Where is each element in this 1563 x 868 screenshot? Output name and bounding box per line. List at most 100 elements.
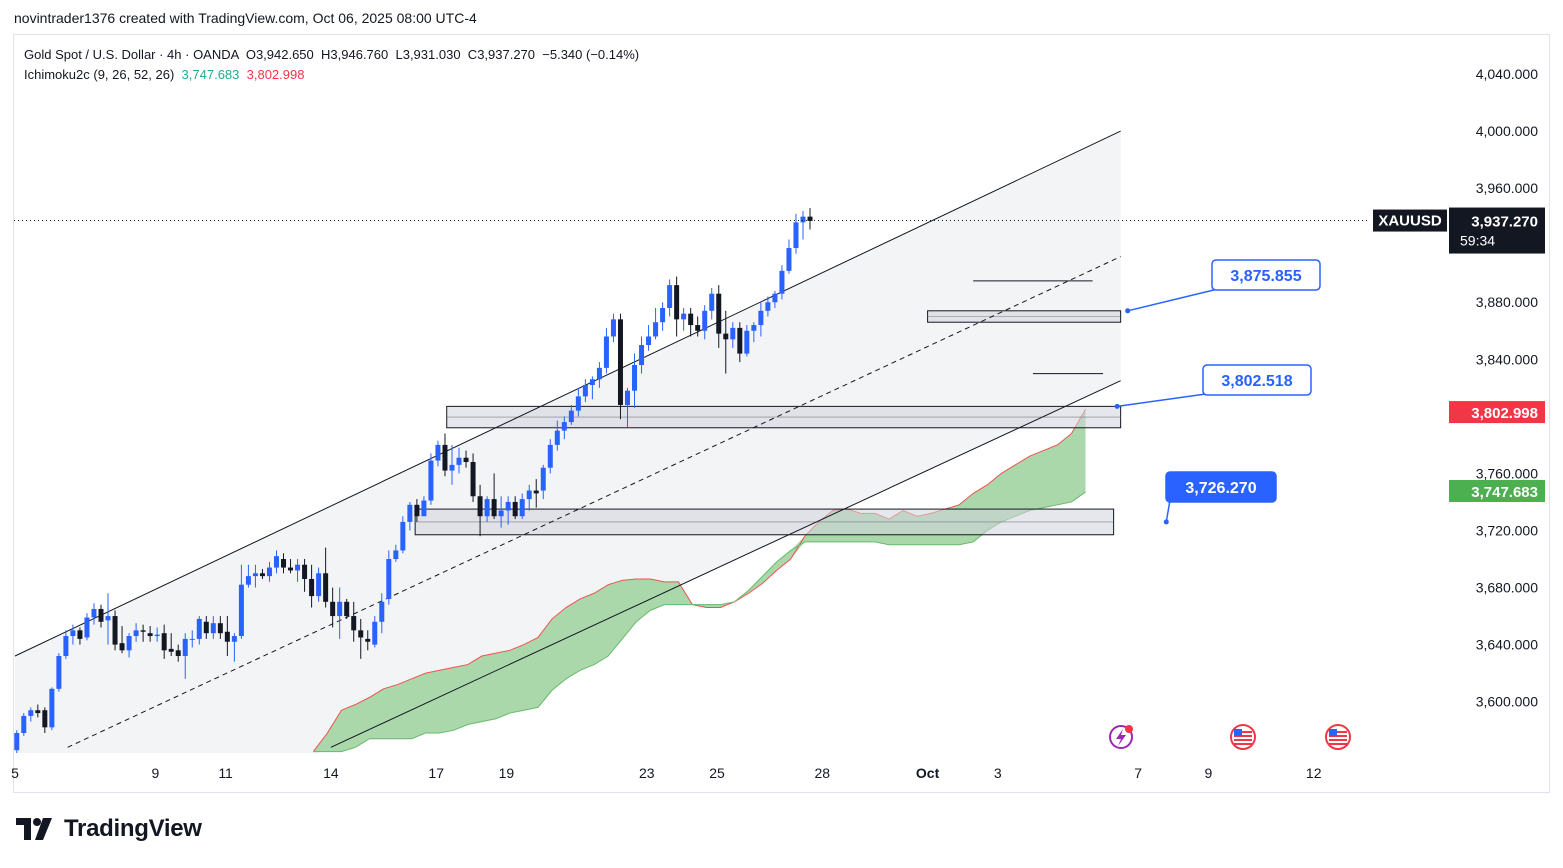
callout-box[interactable] — [1211, 259, 1321, 291]
candle-body — [70, 630, 76, 637]
callout-label: 3,875.855 — [1230, 268, 1301, 285]
candle — [56, 653, 62, 692]
candle — [84, 613, 90, 641]
low-value: 3,931.030 — [402, 47, 461, 62]
candle — [540, 464, 546, 500]
lightning-bolt — [1116, 729, 1126, 746]
x-tick-label: 7 — [1134, 765, 1142, 781]
candle-body — [386, 559, 392, 599]
us-flag-event-icon[interactable] — [1325, 724, 1351, 750]
candle-body — [730, 327, 736, 340]
symbol-tag-box[interactable] — [1373, 209, 1447, 232]
tradingview-logo[interactable]: TradingView — [16, 815, 202, 843]
candle-body — [540, 467, 546, 491]
high-value: 3,946.760 — [330, 47, 389, 62]
candle-body — [259, 573, 265, 577]
y-tick-label: 3,600.000 — [1476, 694, 1538, 710]
callout-box[interactable] — [1165, 471, 1277, 503]
indicator-tag-box-2[interactable] — [1449, 479, 1545, 502]
candle — [716, 285, 722, 348]
callout-box[interactable] — [1202, 364, 1312, 396]
candle — [140, 624, 146, 642]
candle — [189, 630, 195, 648]
candle — [14, 730, 20, 753]
candle — [660, 302, 666, 331]
candle-body — [133, 630, 139, 637]
candle-body — [575, 396, 581, 411]
chart-legend: Gold Spot / U.S. Dollar · 4h · OANDA O3,… — [24, 45, 639, 85]
candle-body — [477, 496, 483, 517]
price-callout-1[interactable]: 3,875.855 — [1125, 259, 1321, 314]
candle — [393, 544, 399, 562]
candle — [365, 630, 371, 651]
price-callout-3[interactable]: 3,726.270 — [1163, 471, 1277, 525]
candle-body — [610, 319, 616, 337]
price-callout-2[interactable]: 3,802.518 — [1114, 364, 1312, 409]
candle-body — [716, 293, 722, 334]
us-flag-event-icon[interactable] — [1230, 724, 1256, 750]
candle-body — [667, 285, 673, 308]
candle-body — [561, 422, 567, 431]
candle-body — [161, 633, 167, 651]
x-tick-label: 14 — [323, 765, 339, 781]
candle — [245, 564, 251, 588]
candle-body — [568, 410, 574, 423]
y-tick-label: 4,040.000 — [1476, 66, 1538, 82]
candle — [435, 440, 441, 467]
candle — [484, 496, 490, 522]
candle — [596, 362, 602, 388]
candle-body — [49, 688, 55, 728]
candle-body — [519, 499, 525, 517]
candle-body — [119, 643, 125, 651]
candle-body — [688, 313, 694, 326]
candle-body — [56, 656, 62, 689]
candle-body — [252, 573, 258, 577]
candle — [35, 704, 41, 718]
candle — [358, 618, 364, 659]
candle — [414, 499, 420, 522]
candle — [505, 496, 511, 525]
candle — [449, 444, 455, 485]
support-resistance-zones[interactable] — [414, 310, 1122, 536]
candle-body — [786, 248, 792, 271]
candle-body — [470, 462, 476, 497]
candle-body — [589, 379, 595, 385]
channel-mid-line[interactable] — [67, 256, 1121, 748]
event-markers[interactable] — [1109, 724, 1351, 750]
candle-body — [203, 621, 209, 634]
candle-body — [421, 500, 427, 517]
candle — [723, 310, 729, 374]
flag-stripe — [1329, 743, 1347, 745]
symbol-title: Gold Spot / U.S. Dollar · 4h · OANDA — [24, 47, 239, 62]
y-tick-label: 3,960.000 — [1476, 180, 1538, 196]
channel-upper-line[interactable] — [14, 130, 1121, 657]
candle-body — [224, 631, 230, 642]
x-tick-label: 9 — [1205, 765, 1213, 781]
channel-lower-line[interactable] — [330, 380, 1121, 748]
indicator-name: Ichimoku2c (9, 26, 52, 26) — [24, 67, 175, 82]
candle — [603, 327, 609, 374]
price-axis[interactable]: 4,040.000 4,000.000 3,960.000 3,880.000 3,84… — [1373, 66, 1545, 710]
chart-pane[interactable] — [13, 34, 1550, 793]
candle — [533, 479, 539, 508]
candle — [91, 603, 97, 625]
candle-body — [393, 550, 399, 560]
candle-body — [632, 365, 638, 391]
last-price-tag-box[interactable] — [1449, 207, 1545, 254]
candle-body — [407, 504, 413, 522]
price-callouts[interactable]: 3,875.855 3,802.518 3,726.270 — [1114, 259, 1321, 525]
candle-body — [266, 567, 272, 577]
trend-channel-lines[interactable] — [14, 130, 1121, 748]
time-axis[interactable]: 5 9 11 14 17 19 23 25 28 Oct 3 7 9 12 — [11, 765, 1322, 781]
candle-body — [196, 618, 202, 639]
candle — [421, 496, 427, 517]
indicator-tag-box-1[interactable] — [1449, 401, 1545, 424]
candle-body — [681, 313, 687, 320]
candle-body — [98, 608, 104, 622]
candle-body — [646, 336, 652, 346]
x-tick-label: 9 — [152, 765, 160, 781]
lightning-event-icon[interactable] — [1109, 725, 1133, 749]
y-tick-label: 3,680.000 — [1476, 580, 1538, 596]
candle — [49, 687, 55, 731]
